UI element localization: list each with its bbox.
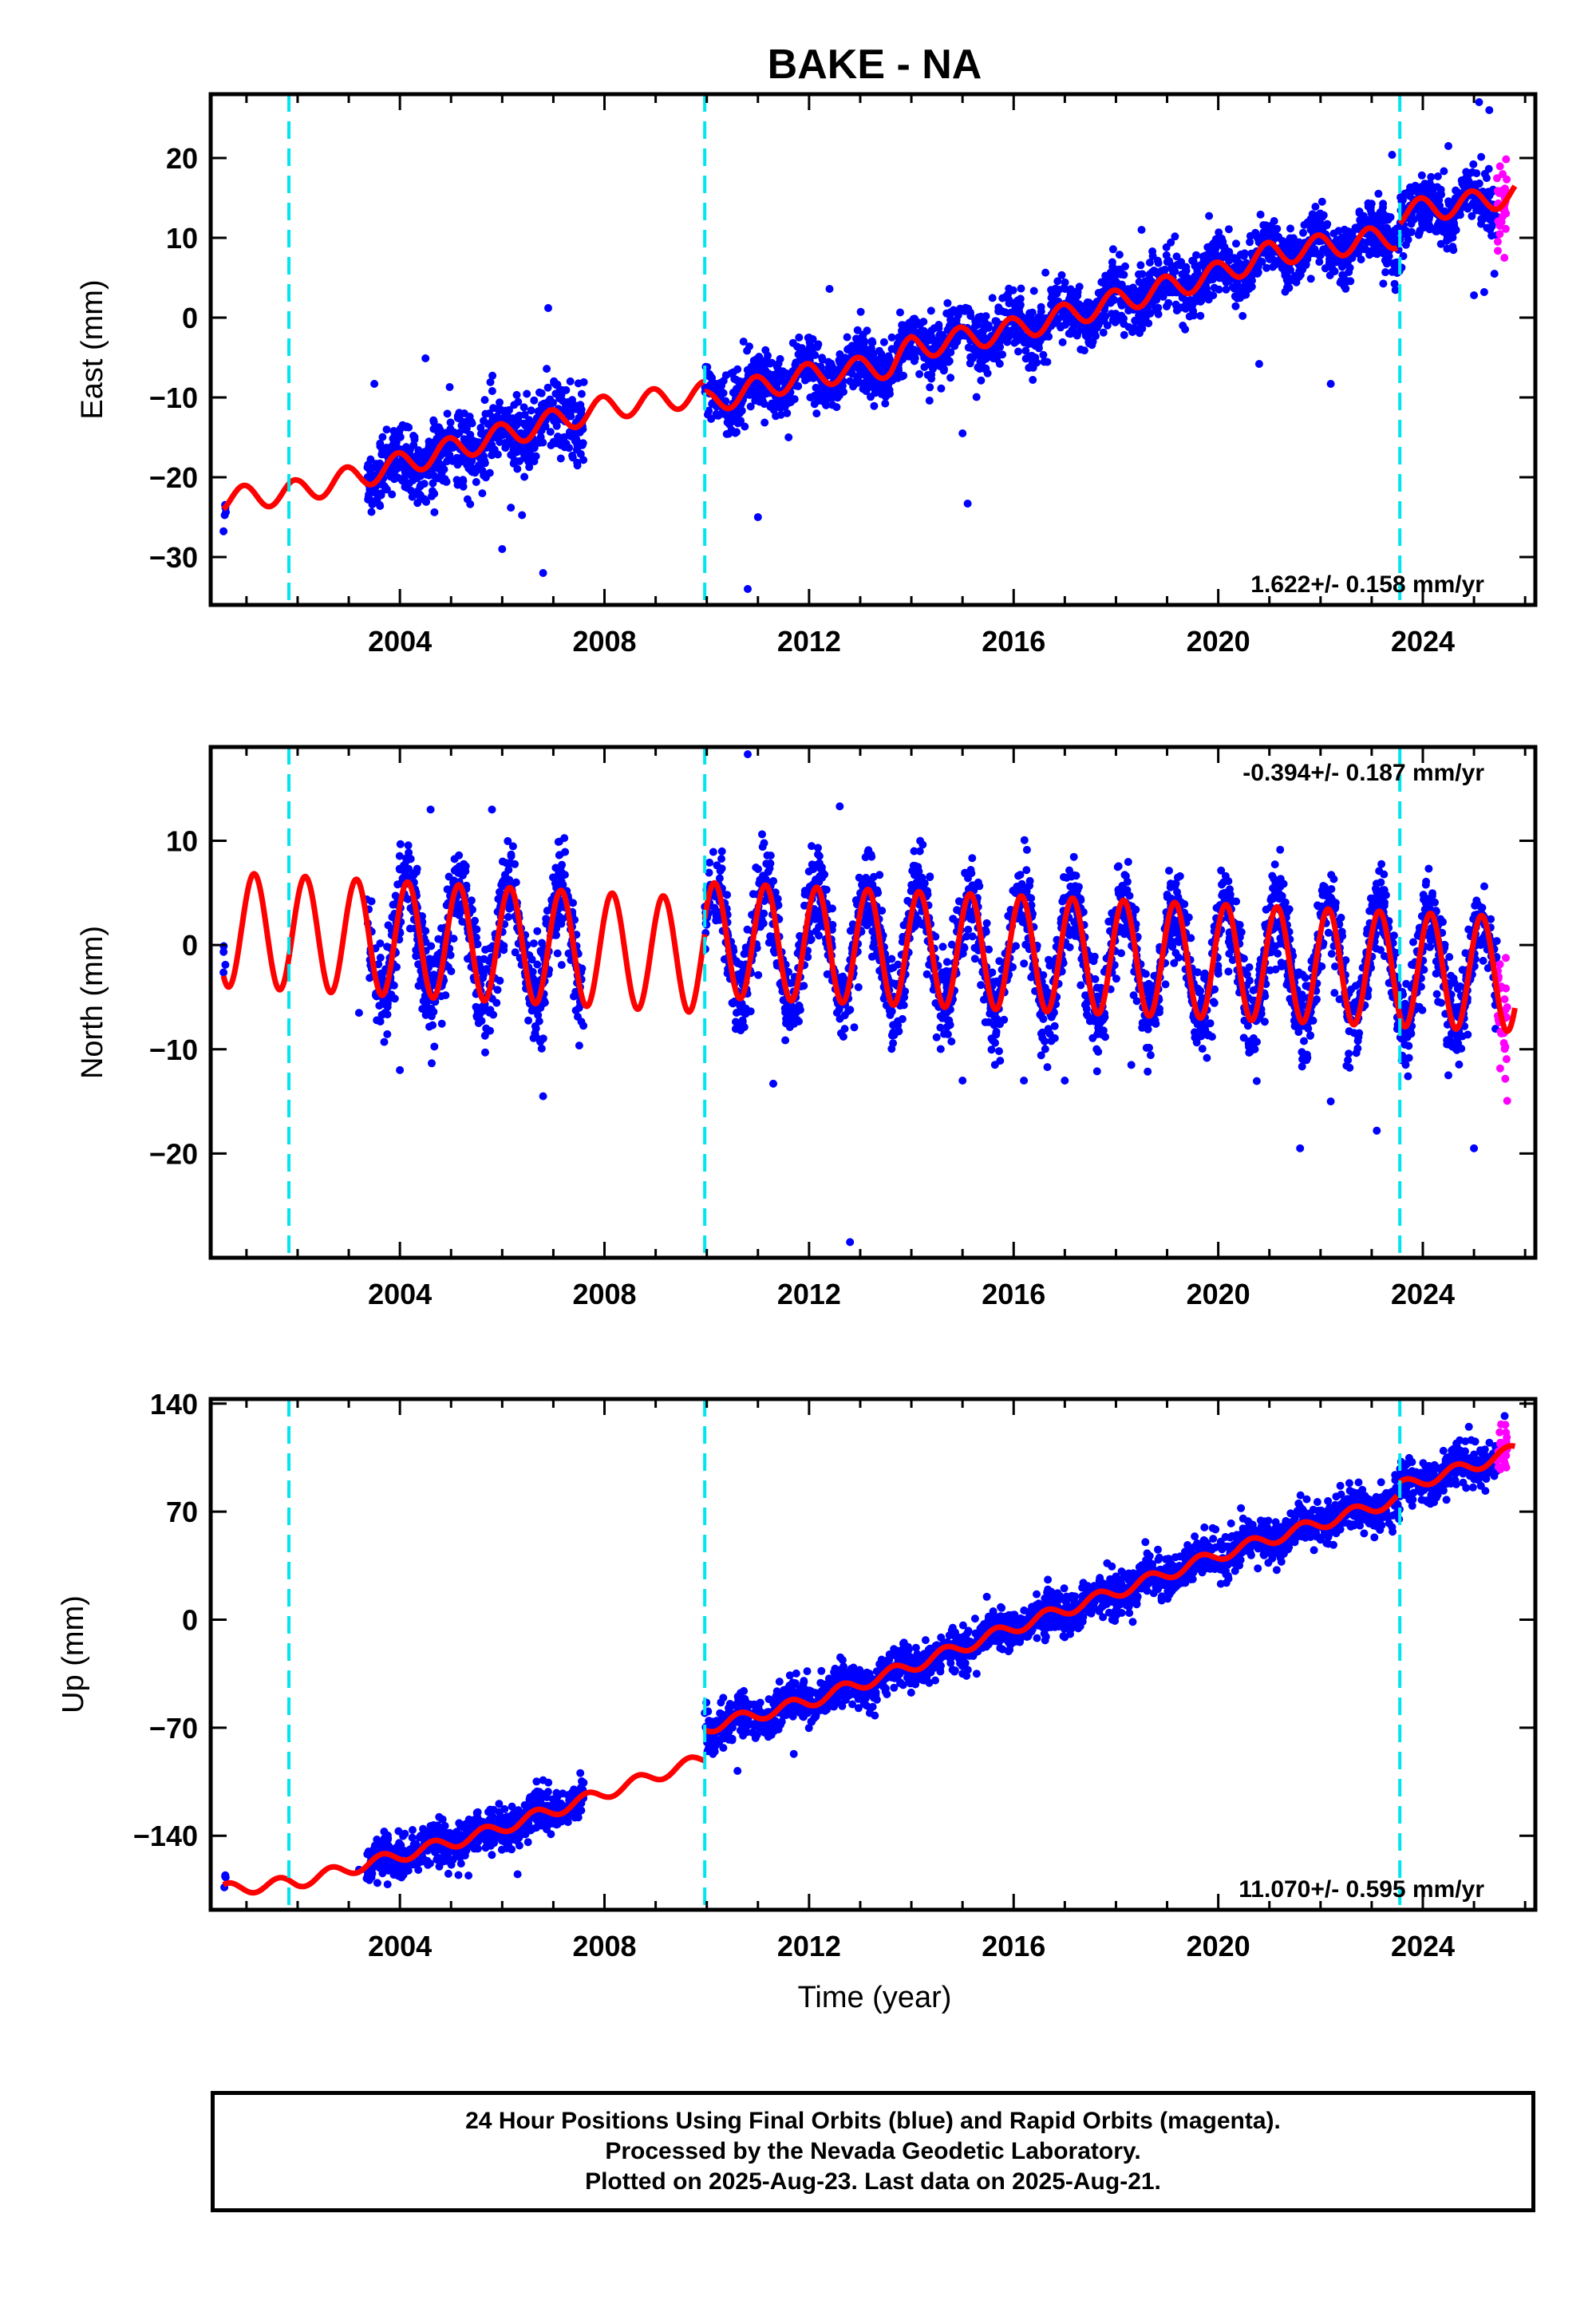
x-axis-label: Time (year)	[798, 1981, 952, 2014]
chart-title: BAKE - NA	[768, 41, 982, 88]
up-x-tick-label: 2024	[1391, 1930, 1455, 1962]
north-y-tick-label: 0	[182, 929, 198, 962]
north-x-tick-label: 2012	[777, 1278, 841, 1310]
up-x-tick-label: 2012	[777, 1930, 841, 1962]
east-y-tick-label: 20	[166, 142, 198, 175]
east-x-tick-label: 2020	[1187, 625, 1250, 658]
north-x-tick-label: 2020	[1187, 1278, 1250, 1310]
north-x-tick-label: 2024	[1391, 1278, 1455, 1310]
east-x-tick-label: 2024	[1391, 625, 1455, 658]
north-x-tick-label: 2008	[572, 1278, 636, 1310]
up-y-tick-label: −70	[149, 1712, 198, 1745]
east-x-tick-label: 2016	[982, 625, 1045, 658]
up-model-line-0	[221, 1754, 707, 1896]
east-model-line-2	[1397, 184, 1518, 226]
up-y-axis-label: Up (mm)	[57, 1595, 90, 1713]
north-x-tick-label: 2016	[982, 1278, 1045, 1310]
up-y-tick-label: 70	[166, 1496, 198, 1528]
up-x-tick-label: 2008	[572, 1930, 636, 1962]
east-frame	[208, 92, 1538, 607]
footer-line-processed: Processed by the Nevada Geodetic Laborat…	[605, 2138, 1141, 2164]
up-final-points	[220, 1412, 1509, 1891]
east-model-line-1	[702, 225, 1400, 412]
panel-east: 2004 2008 2012 2016 2020 2024 −30 −20 −10 0 10 20 Ea…	[76, 92, 1538, 658]
panel-up: 2004 2008 2012 2016 2020 2024 −140 −70 0 70 140 Up …	[57, 1388, 1538, 1962]
up-x-tick-label: 2004	[368, 1930, 432, 1962]
north-model-line-0	[220, 871, 708, 1015]
east-y-tick-label: −10	[149, 381, 198, 414]
north-frame	[208, 745, 1538, 1260]
up-frame	[208, 1397, 1538, 1912]
east-y-tick-label: 10	[166, 222, 198, 255]
up-x-tick-label: 2020	[1187, 1930, 1250, 1962]
panel-north: 2004 2008 2012 2016 2020 2024 −20 −10 0 10 North (…	[76, 745, 1538, 1310]
east-x-tick-label: 2008	[572, 625, 636, 658]
up-y-tick-label: 0	[182, 1603, 198, 1636]
east-x-tick-label: 2012	[777, 625, 841, 658]
east-model-line-0	[221, 378, 707, 512]
east-final-points	[219, 98, 1501, 593]
east-velocity-label: 1.622+/- 0.158 mm/yr	[1250, 571, 1484, 598]
up-y-tick-label: 140	[150, 1388, 198, 1421]
east-y-axis-label: East (mm)	[76, 279, 109, 419]
north-y-tick-label: 10	[166, 825, 198, 858]
up-y-tick-label: −140	[133, 1820, 198, 1852]
north-velocity-label: -0.394+/- 0.187 mm/yr	[1242, 760, 1484, 786]
north-final-points	[219, 750, 1501, 1247]
east-y-tick-label: −30	[149, 541, 198, 574]
north-model-line-1	[701, 879, 1518, 1034]
east-y-tick-label: −20	[149, 461, 198, 494]
footer-line-plotted: Plotted on 2025-Aug-23. Last data on 202…	[585, 2168, 1161, 2195]
east-x-tick-label: 2004	[368, 625, 432, 658]
north-x-tick-label: 2004	[368, 1278, 432, 1310]
north-y-tick-label: −10	[149, 1034, 198, 1066]
up-model-line-2	[1397, 1443, 1518, 1488]
gps-timeseries-chart: BAKE - NA 2004 2008 2012 2016 2020 2024 −30 −20…	[57, 41, 1538, 2014]
east-y-tick-label: 0	[182, 302, 198, 334]
footer-info-box: 24 Hour Positions Using Final Orbits (bl…	[211, 2091, 1535, 2212]
north-y-axis-label: North (mm)	[76, 926, 109, 1079]
footer-line-orbits: 24 Hour Positions Using Final Orbits (bl…	[465, 2108, 1281, 2134]
up-model-line-1	[702, 1493, 1400, 1735]
up-velocity-label: 11.070+/- 0.595 mm/yr	[1238, 1876, 1484, 1903]
up-x-tick-label: 2016	[982, 1930, 1045, 1962]
north-y-tick-label: −20	[149, 1137, 198, 1170]
